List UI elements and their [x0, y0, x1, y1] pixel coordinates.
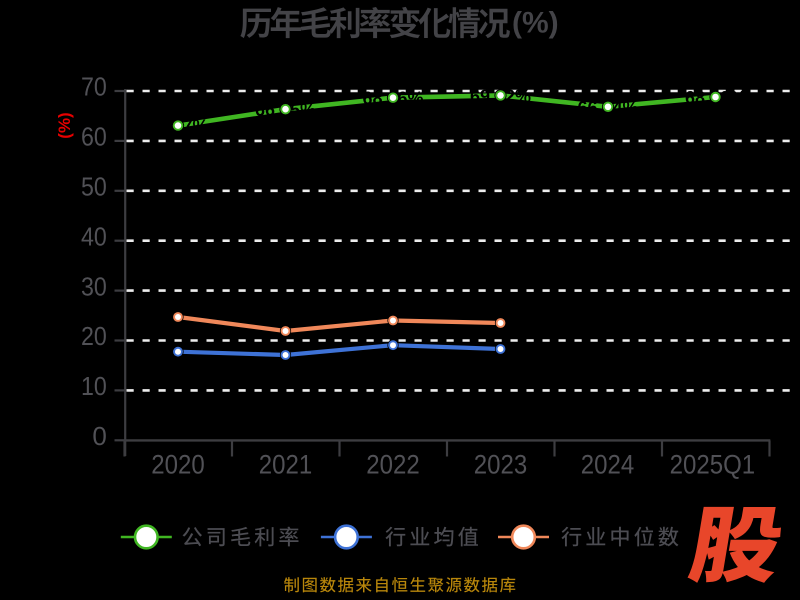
svg-text:2023: 2023 — [474, 450, 527, 480]
svg-text:2025Q1: 2025Q1 — [670, 450, 756, 480]
svg-text:2024: 2024 — [581, 450, 634, 480]
svg-text:40: 40 — [81, 221, 107, 251]
svg-text:0: 0 — [92, 421, 106, 451]
svg-text:70: 70 — [81, 72, 107, 102]
svg-text:2022: 2022 — [366, 450, 419, 480]
svg-text:20: 20 — [81, 321, 107, 351]
svg-text:30: 30 — [81, 271, 107, 301]
svg-text:2021: 2021 — [259, 450, 312, 480]
svg-text:10: 10 — [81, 371, 107, 401]
svg-text:50: 50 — [81, 172, 107, 202]
svg-text:2020: 2020 — [151, 450, 204, 480]
svg-text:(%): (%) — [55, 112, 74, 138]
svg-text:60: 60 — [81, 122, 107, 152]
svg-text:(%): (%) — [512, 7, 559, 40]
